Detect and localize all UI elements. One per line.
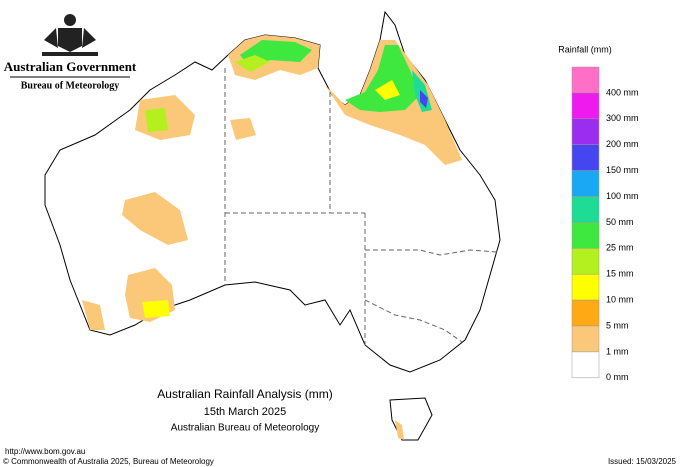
legend-swatch	[571, 118, 600, 145]
legend-swatch	[571, 273, 600, 301]
footer-issued: Issued: 15/03/2025	[608, 457, 677, 466]
legend-label: 5 mm	[606, 320, 629, 330]
legend-label: 150 mm	[606, 165, 639, 175]
legend-label: 25 mm	[606, 243, 634, 253]
rainfall-areas	[82, 35, 462, 330]
map-title: Australian Rainfall Analysis (mm)	[157, 387, 332, 401]
legend-swatch	[571, 144, 600, 171]
state-borders	[224, 68, 498, 345]
legend-swatch	[571, 196, 600, 223]
map-source: Australian Bureau of Meteorology	[171, 423, 319, 434]
legend-label: 300 mm	[606, 113, 639, 123]
legend-label: 400 mm	[606, 87, 639, 97]
legend-label: 15 mm	[606, 269, 634, 279]
legend-label: 10 mm	[606, 294, 634, 304]
legend: 400 mm 300 mm 200 mm 150 mm 100 mm 50 mm 25 mm…	[571, 66, 639, 382]
legend-swatch	[571, 299, 600, 327]
legend-swatch	[571, 325, 600, 353]
tasmania-rain	[395, 420, 404, 440]
government-name: Australian Government	[4, 59, 137, 74]
legend-swatch	[571, 351, 600, 379]
legend-label: 200 mm	[606, 139, 639, 149]
legend-title: Rainfall (mm)	[558, 44, 612, 54]
legend-swatch	[571, 222, 600, 249]
legend-swatch	[571, 248, 600, 275]
legend-label: 100 mm	[606, 191, 639, 201]
legend-swatch	[571, 170, 600, 197]
legend-swatch	[571, 92, 600, 120]
map-date: 15th March 2025	[204, 406, 287, 418]
legend-label: 50 mm	[606, 217, 634, 227]
legend-label: 1 mm	[606, 346, 629, 356]
footer-copyright: © Commonwealth of Australia 2025, Bureau…	[3, 457, 214, 466]
crest	[42, 14, 98, 56]
footer-url: http://www.bom.gov.au	[5, 447, 85, 456]
legend-swatch	[571, 66, 600, 94]
bureau-name: Bureau of Meteorology	[21, 80, 120, 91]
legend-label: 0 mm	[606, 372, 629, 382]
